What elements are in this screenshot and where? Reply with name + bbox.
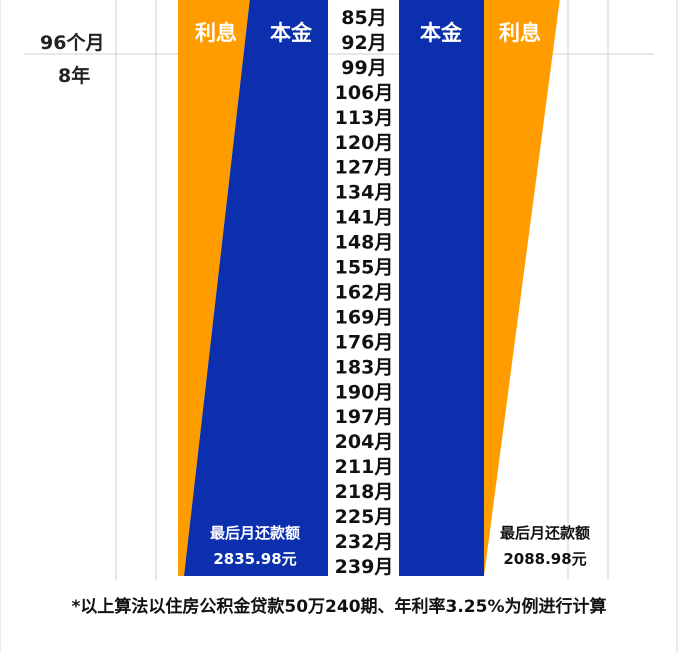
month-label: 141月 <box>335 207 394 229</box>
right-interest-label: 利息 <box>499 21 541 45</box>
left-principal-label: 本金 <box>270 21 313 45</box>
left-interest-area <box>178 0 250 576</box>
month-label: 183月 <box>335 356 394 378</box>
month-label: 239月 <box>335 556 394 578</box>
right-principal-label: 本金 <box>420 21 463 45</box>
month-label: 190月 <box>335 381 394 403</box>
left-last-payment-label: 最后月还款额 <box>210 524 300 542</box>
right-interest-area <box>484 0 560 576</box>
month-label: 162月 <box>335 281 394 303</box>
month-label: 197月 <box>335 406 394 428</box>
right-principal-area <box>399 0 484 576</box>
months-label: 96个月 <box>40 32 105 54</box>
month-label: 204月 <box>335 431 394 453</box>
month-label: 169月 <box>335 306 394 328</box>
month-label: 92月 <box>341 32 386 54</box>
month-label: 106月 <box>335 82 394 104</box>
left-interest-label: 利息 <box>195 21 237 45</box>
right-last-payment-label: 最后月还款额 <box>500 524 590 542</box>
footnote: *以上算法以住房公积金贷款50万240期、年利率3.25%为例进行计算 <box>71 597 607 617</box>
right-last-payment-value: 2088.98元 <box>503 550 586 568</box>
month-label: 134月 <box>335 182 394 204</box>
years-label: 8年 <box>58 65 91 87</box>
left-last-payment-value: 2835.98元 <box>213 550 296 568</box>
month-label: 155月 <box>335 257 394 279</box>
month-label: 85月 <box>341 7 386 29</box>
month-label: 113月 <box>335 107 394 129</box>
month-label: 148月 <box>335 232 394 254</box>
month-label: 127月 <box>335 157 394 179</box>
left-principal-area <box>184 0 328 576</box>
month-label: 225月 <box>335 506 394 528</box>
month-label: 176月 <box>335 331 394 353</box>
month-label: 211月 <box>335 456 394 478</box>
month-label: 120月 <box>335 132 394 154</box>
month-label: 218月 <box>335 481 394 503</box>
month-label: 99月 <box>341 57 386 79</box>
month-label: 232月 <box>335 531 394 553</box>
